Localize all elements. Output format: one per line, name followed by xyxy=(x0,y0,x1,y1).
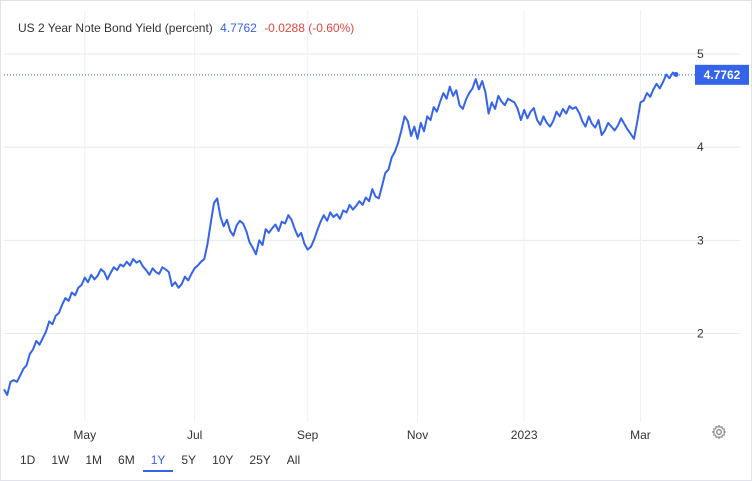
last-price-badge xyxy=(695,64,749,85)
price-change: -0.0288 (-0.60%) xyxy=(264,21,355,35)
x-tick-label: Nov xyxy=(407,428,428,442)
range-button-25y[interactable]: 25Y xyxy=(249,453,271,467)
last-price-label: 4.7762 xyxy=(704,68,741,82)
y-tick-label: 2 xyxy=(697,326,704,340)
x-tick-label: Mar xyxy=(630,428,651,442)
range-button-1y[interactable]: 1Y xyxy=(142,450,174,472)
range-button-all[interactable]: All xyxy=(286,453,301,467)
chart-header: US 2 Year Note Bond Yield (percent) 4.77… xyxy=(18,21,354,35)
y-tick-label: 4 xyxy=(697,140,704,154)
range-button-1w[interactable]: 1W xyxy=(51,453,70,467)
time-range-toolbar: 1D 1W 1M 6M 1Y 5Y 10Y 25Y All xyxy=(12,450,308,476)
instrument-title: US 2 Year Note Bond Yield (percent) xyxy=(18,21,213,35)
x-tick-label: Jul xyxy=(187,428,202,442)
gear-icon[interactable] xyxy=(711,424,727,440)
x-tick-label: 2023 xyxy=(511,428,538,442)
range-button-6m[interactable]: 6M xyxy=(118,453,135,467)
range-button-1d[interactable]: 1D xyxy=(20,453,36,467)
range-button-10y[interactable]: 10Y xyxy=(212,453,234,467)
yield-chart[interactable]: 2 3 4 5 May Jul Sep Nov 2023 Mar 4.7762 xyxy=(0,0,752,448)
y-tick-label: 5 xyxy=(697,47,704,61)
last-point-marker xyxy=(673,71,679,77)
x-tick-label: Sep xyxy=(297,428,319,442)
y-tick-label: 3 xyxy=(697,233,704,247)
yield-series-line xyxy=(3,71,677,396)
current-price: 4.7762 xyxy=(220,21,257,35)
range-button-1m[interactable]: 1M xyxy=(85,453,103,467)
range-button-5y[interactable]: 5Y xyxy=(181,453,197,467)
x-tick-label: May xyxy=(73,428,96,442)
